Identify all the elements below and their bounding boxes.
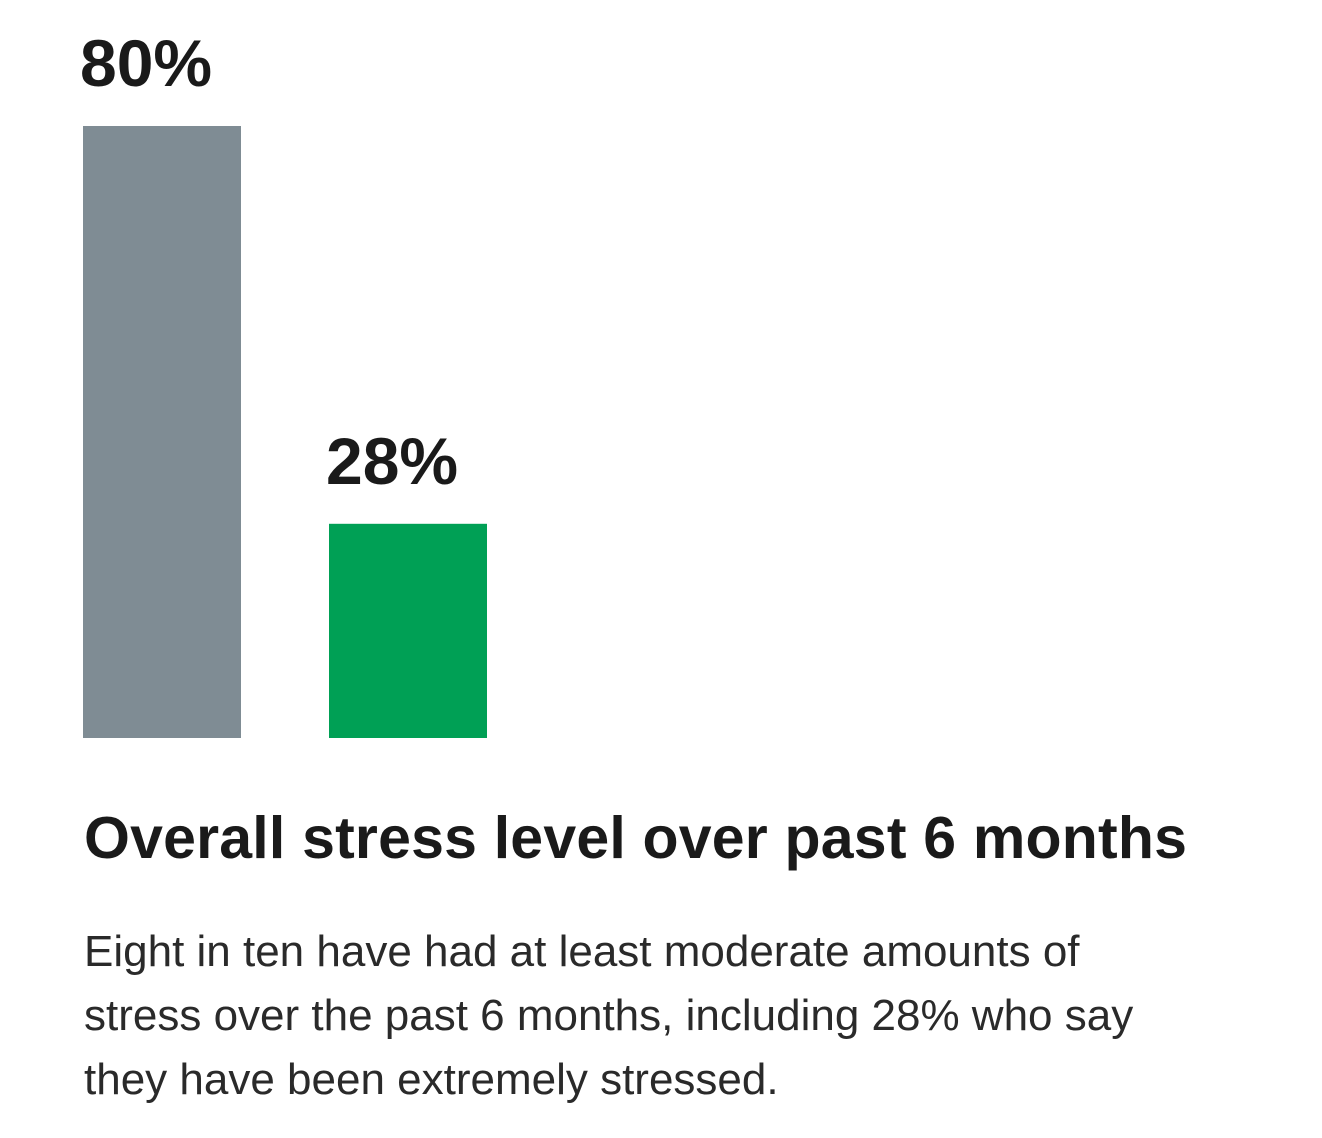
bar-value-label-1: 80%: [80, 26, 212, 100]
value-labels-group: 80% 28%: [80, 26, 458, 498]
bars-group: [83, 126, 487, 738]
bar-value-label-2: 28%: [326, 424, 458, 498]
bar-1: [83, 126, 241, 738]
chart-title: Overall stress level over past 6 months: [84, 805, 1188, 871]
bar-chart: 80% 28%: [80, 26, 487, 738]
bar-2: [329, 523, 487, 738]
chart-caption: Eight in ten have had at least moderate …: [84, 927, 1134, 1104]
